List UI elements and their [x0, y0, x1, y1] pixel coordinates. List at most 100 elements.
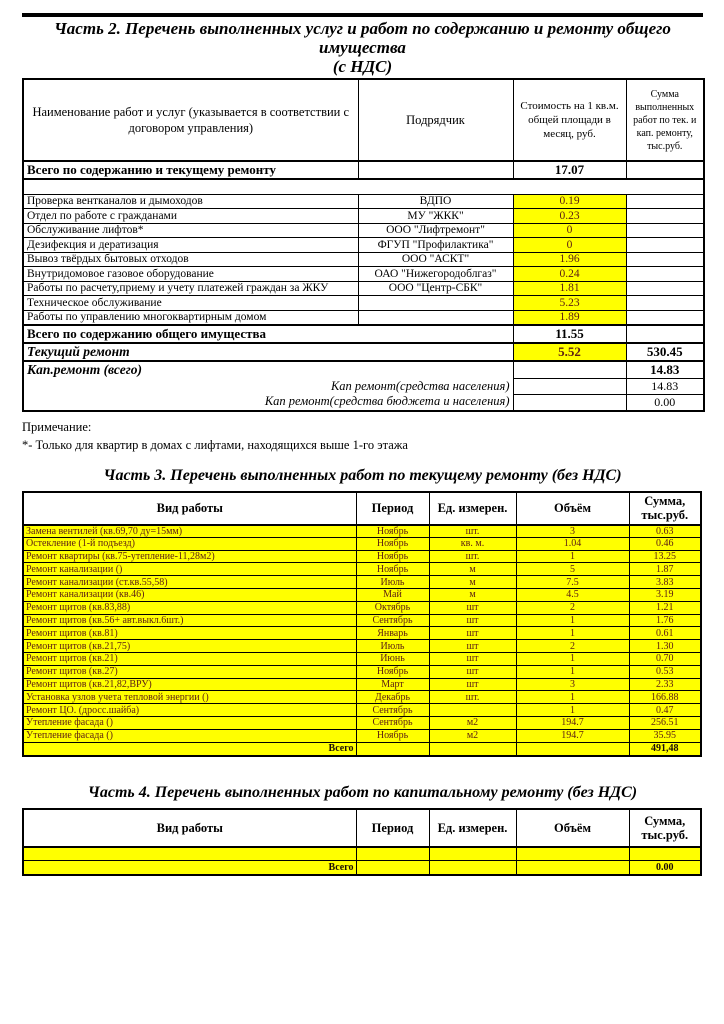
part3-row: Утепление фасада () Ноябрь м2 194.7 35.95 [22, 728, 702, 743]
part4-total-empty-cell [428, 859, 517, 876]
part2-header-sum: Сумма выполненных работ по тек. и кап. р… [625, 78, 705, 162]
row-name-cell: Текущий ремонт [22, 341, 514, 362]
part2-row-data: Обслуживание лифтов* ООО "Лифтремонт" 0 [22, 222, 705, 238]
part3-value-cell: Декабрь [355, 690, 430, 705]
row-cost-cell: 5.23 [512, 295, 627, 311]
part3-row: Ремонт щитов (кв.27) Ноябрь шт 1 0.53 [22, 664, 702, 679]
row-name-cell: Кап.ремонт (всего) [22, 360, 514, 378]
part3-name-cell: Утепление фасада () [22, 715, 357, 730]
part4-table-body: Всего 0.00 [22, 846, 702, 876]
part2-table-body: Всего по содержанию и текущему ремонту 17… [22, 160, 705, 411]
part3-value-cell: Ноябрь [355, 524, 430, 538]
part3-value-cell: шт. [428, 549, 517, 564]
part3-total-empty-cell [428, 741, 517, 757]
row-contractor-cell: ООО "АСКТ" [357, 251, 514, 267]
part3-value-cell: 166.88 [628, 690, 702, 705]
part3-value-cell: 1 [515, 626, 630, 641]
part3-name-cell: Ремонт щитов (кв.21) [22, 651, 357, 666]
row-cost-cell: 1.96 [512, 251, 627, 267]
row-contractor-cell: МУ "ЖКК" [357, 208, 514, 224]
part2-header-contractor: Подрядчик [357, 78, 514, 162]
part3-value-cell: 13.25 [628, 549, 702, 564]
row-contractor-cell: ВДПО [357, 193, 514, 209]
row-sum-cell [625, 193, 705, 209]
row-cost-cell: 0.24 [512, 266, 627, 282]
part3-value-cell: 194.7 [515, 715, 630, 730]
part4-header-col4: Сумма, тыс.руб. [628, 808, 702, 849]
row-cost-cell: 1.89 [512, 309, 627, 325]
part2-row-kap3: Кап ремонт(средства бюджета и населения)… [22, 393, 705, 411]
part3-row: Ремонт ЦО. (дросс.шайба) Сентябрь 1 0.47 [22, 703, 702, 717]
document-content: Часть 2. Перечень выполненных услуг и ра… [22, 13, 705, 877]
row-name-cell: Отдел по работе с гражданами [22, 208, 359, 224]
part3-row: Остекление (1-й подъезд) Ноябрь кв. м. 1.04… [22, 536, 702, 551]
part4-table: Вид работы Период Ед. измерен. Объём Сумма, … [22, 808, 702, 877]
part2-row-current: Текущий ремонт 5.52 530.45 [22, 341, 705, 362]
note-block: Примечание: *- Только для квартир в дома… [22, 418, 703, 454]
part3-row: Ремонт щитов (кв.21,75) Июль шт 2 1.30 [22, 639, 702, 653]
part3-value-cell: 1.21 [628, 600, 702, 615]
part3-name-cell: Ремонт щитов (кв.27) [22, 664, 357, 679]
part3-value-cell: шт [428, 600, 517, 615]
part2-row-kap2: Кап ремонт(средства населения) 14.83 [22, 377, 705, 395]
part3-value-cell: 1.04 [515, 536, 630, 551]
part3-row: Ремонт канализации (ст.кв.55,58) Июль м 7.5… [22, 575, 702, 589]
part3-name-cell: Ремонт щитов (кв.83,88) [22, 600, 357, 615]
part3-value-cell: 3 [515, 677, 630, 692]
part3-value-cell: Июнь [355, 651, 430, 666]
part4-name-cell [22, 846, 357, 861]
row-contractor-cell: ООО "Центр-СБК" [357, 280, 514, 296]
part3-value-cell: шт [428, 677, 517, 692]
part3-value-cell: Март [355, 677, 430, 692]
part3-row: Утепление фасада () Сентябрь м2 194.7 256.51 [22, 715, 702, 730]
part3-table: Вид работы Период Ед. измерен. Объём Сумма, … [22, 490, 702, 758]
part2-row-data: Работы по управлению многоквартирным дом… [22, 309, 705, 325]
part3-value-cell: 2.33 [628, 677, 702, 692]
row-name-cell: Всего по содержанию и текущему ремонту [22, 160, 359, 180]
row-sum-cell [625, 309, 705, 325]
part3-total-empty-cell [355, 741, 430, 757]
part2-spacer-cell [22, 178, 705, 195]
part3-value-cell: 1 [515, 549, 630, 564]
part3-value-cell: 1 [515, 664, 630, 679]
part3-value-cell: 1 [515, 613, 630, 628]
row-sum-cell: 14.83 [625, 377, 705, 395]
part2-row-data: Дезифекция и дератизация ФГУП "Профилакти… [22, 237, 705, 253]
top-rule [22, 13, 703, 17]
part3-row: Замена вентилей (кв.69,70 ду=15мм) Ноябрь… [22, 524, 702, 538]
part3-value-cell: Июль [355, 575, 430, 589]
part3-table-body: Замена вентилей (кв.69,70 ду=15мм) Ноябрь… [22, 524, 702, 757]
part3-name-cell: Ремонт щитов (кв.21,82,ВРУ) [22, 677, 357, 692]
note-label: Примечание: [22, 419, 92, 434]
row-cost-cell [512, 393, 627, 411]
row-name-cell: Техническое обслуживание [22, 295, 359, 311]
part3-header-col0: Вид работы [22, 491, 357, 526]
part3-value-cell: шт. [428, 524, 517, 538]
row-name-cell: Внутридомовое газовое оборудование [22, 266, 359, 282]
part4-total-sum-cell: 0.00 [628, 859, 702, 876]
part3-row: Ремонт щитов (кв.21) Июнь шт 1 0.70 [22, 651, 702, 666]
part3-table-header: Вид работы Период Ед. измерен. Объём Сумма, … [22, 491, 702, 526]
part3-value-cell: 0.53 [628, 664, 702, 679]
part3-value-cell: Май [355, 587, 430, 602]
part3-name-cell: Остекление (1-й подъезд) [22, 536, 357, 551]
part3-name-cell: Ремонт щитов (кв.56+ авт.выкл.6шт.) [22, 613, 357, 628]
part3-value-cell: 35.95 [628, 728, 702, 743]
part2-row-data: Внутридомовое газовое оборудование ОАО "Н… [22, 266, 705, 282]
part4-header-col0: Вид работы [22, 808, 357, 849]
part3-name-cell: Ремонт канализации (кв.46) [22, 587, 357, 602]
part3-row: Ремонт щитов (кв.56+ авт.выкл.6шт.) Сентя… [22, 613, 702, 628]
part3-value-cell: 1 [515, 651, 630, 666]
row-cost-cell: 11.55 [512, 323, 627, 343]
part2-row-spacer [22, 178, 705, 195]
part2-title-line2: (с НДС) [332, 57, 393, 76]
part3-row: Установка узлов учета тепловой энергии (… [22, 690, 702, 705]
row-name-cell: Работы по управлению многоквартирным дом… [22, 309, 359, 325]
part3-value-cell: 2 [515, 600, 630, 615]
part3-header-row: Вид работы Период Ед. измерен. Объём Сумма, … [22, 491, 702, 526]
part2-row-data: Вывоз твёрдых бытовых отходов ООО "АСКТ" 1… [22, 251, 705, 267]
part3-value-cell: шт [428, 651, 517, 666]
part3-value-cell: м [428, 587, 517, 602]
part3-value-cell: 5 [515, 562, 630, 577]
row-cost-cell: 1.81 [512, 280, 627, 296]
